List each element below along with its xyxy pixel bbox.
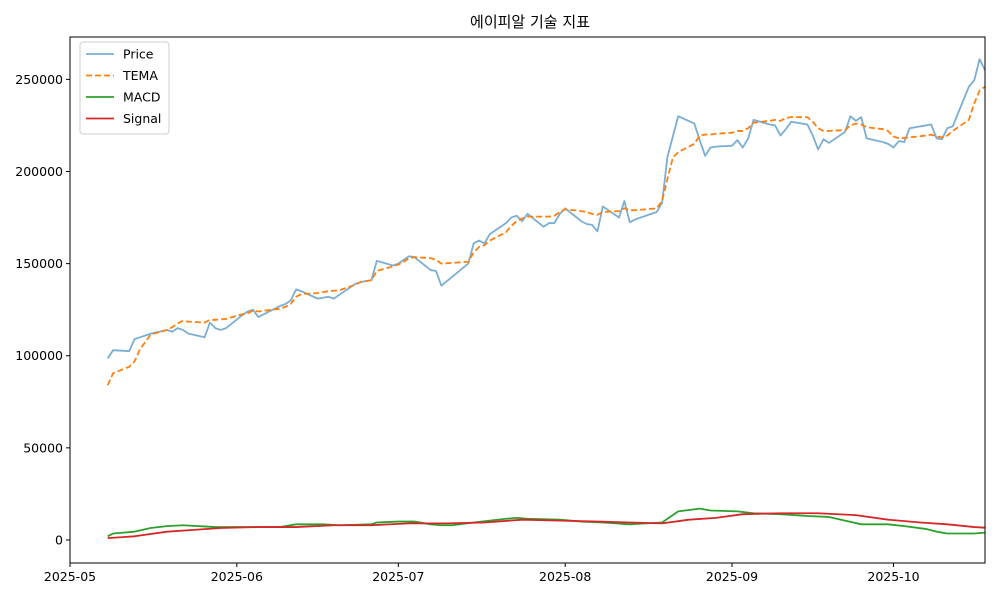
series-lines <box>106 58 985 540</box>
y-tick-label: 100000 <box>15 348 63 363</box>
legend: Price TEMA MACD Signal <box>79 41 170 135</box>
x-tick-label: 2025-05 <box>44 569 96 584</box>
y-tick-label: 50000 <box>23 440 63 455</box>
x-tick-label: 2025-08 <box>539 569 591 584</box>
plot-area <box>106 58 985 540</box>
chart-title: 에이피알 기술 지표 <box>470 13 590 31</box>
x-tick-label: 2025-06 <box>211 569 263 584</box>
series-line-signal <box>107 512 985 540</box>
x-tick-label: 2025-09 <box>706 569 758 584</box>
axes: 0 50000 100000 150000 200000 250000 2025-05 202… <box>15 36 986 584</box>
series-line-macd <box>107 507 985 538</box>
y-tick-label: 200000 <box>15 164 63 179</box>
legend-label-tema: TEMA <box>122 68 158 83</box>
y-tick-label: 150000 <box>15 256 63 271</box>
axes-frame <box>69 36 986 564</box>
legend-box <box>79 41 170 135</box>
legend-label-signal: Signal <box>123 111 161 126</box>
y-tick-label: 250000 <box>15 72 63 87</box>
series-line-price <box>106 58 985 359</box>
x-tick-label: 2025-07 <box>372 569 424 584</box>
x-tick-label: 2025-10 <box>867 569 919 584</box>
legend-label-price: Price <box>123 47 154 62</box>
series-line-tema <box>106 85 985 386</box>
y-tick-label: 0 <box>55 532 63 547</box>
legend-label-macd: MACD <box>123 90 160 105</box>
